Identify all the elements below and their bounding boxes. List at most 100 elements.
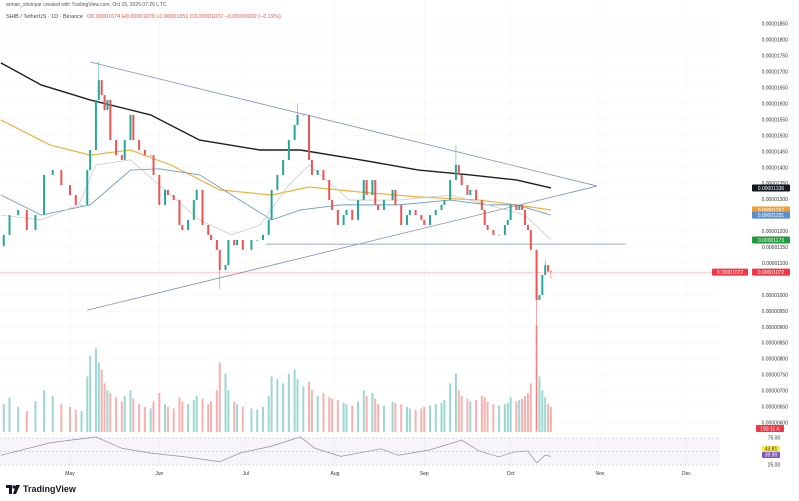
volume-bar [342, 402, 345, 432]
volume-bar [377, 404, 380, 432]
volume-bar [158, 393, 161, 432]
volume-bar [2, 404, 5, 432]
volume-bar [365, 395, 368, 432]
candle [391, 189, 394, 201]
candle [224, 265, 227, 270]
volume-bar [374, 398, 377, 432]
candle [172, 194, 175, 201]
price-axis-label: 0.00000800 [762, 357, 789, 363]
candle [215, 239, 218, 250]
time-axis-label: Sep [420, 471, 429, 477]
volume-bar [515, 401, 518, 432]
candle [400, 204, 403, 225]
candle [210, 234, 213, 240]
candle [60, 170, 63, 186]
candle [469, 189, 472, 195]
volume-bar [371, 393, 374, 432]
candle [414, 209, 417, 216]
price-axis-label: 0.00001000 [762, 293, 789, 299]
candle [34, 215, 37, 231]
trendline [90, 61, 598, 187]
price-axis-label: 0.00001500 [762, 133, 789, 139]
rsi-badge-bg [762, 446, 780, 452]
volume-bar [97, 362, 100, 432]
volume-bar [192, 400, 195, 432]
volume-bar [322, 393, 325, 432]
volume-bar [293, 369, 296, 432]
volume-bar [509, 397, 512, 432]
candle [515, 204, 518, 210]
candle [377, 204, 380, 210]
tradingview-logo-text: TradingView [23, 484, 76, 494]
candle [120, 155, 123, 160]
ma-200-line [0, 62, 552, 189]
volume-bar [454, 373, 457, 432]
time-axis-label: Dec [682, 471, 691, 477]
candle [276, 174, 279, 190]
candle [526, 224, 529, 231]
candle [270, 189, 273, 220]
symbol-name[interactable]: SHIB / TetherUS · 1D · Binance [6, 14, 83, 20]
candle [43, 174, 46, 216]
price-axis-label: 0.00000750 [762, 373, 789, 379]
candle [302, 114, 305, 116]
candle [181, 224, 184, 231]
volume-bar [25, 411, 28, 432]
candle [94, 99, 97, 151]
volume-bar [443, 400, 446, 432]
price-badge-bg [752, 184, 790, 192]
volume-bar [233, 401, 236, 432]
candle [475, 189, 478, 201]
candle [123, 140, 126, 160]
candle [457, 164, 460, 175]
volume-bar [201, 398, 204, 432]
volume-bar [310, 390, 313, 432]
candle [149, 155, 152, 156]
volume-bar [215, 390, 218, 432]
volume-bar [345, 404, 348, 432]
candle [158, 174, 161, 205]
volume-bar [362, 390, 365, 432]
candle [89, 150, 92, 171]
price-badge-label: 0.00001267 [758, 208, 785, 214]
candle [423, 219, 426, 225]
price-axis-label: 0.00000650 [762, 405, 789, 411]
volume-bar [34, 401, 37, 432]
candle [201, 189, 204, 225]
volume-bar [267, 395, 270, 432]
candle [261, 234, 264, 240]
candle [236, 239, 239, 246]
volume-bar [498, 405, 501, 432]
volume-bar [328, 397, 331, 432]
tradingview-logo[interactable]: TradingView [6, 484, 76, 494]
candle [521, 204, 524, 210]
candle [74, 194, 77, 205]
volume-bar [466, 398, 469, 432]
volume-bar [549, 406, 552, 432]
candle [296, 114, 299, 126]
candle [25, 209, 28, 231]
volume-bar [302, 386, 305, 432]
candle [434, 209, 437, 216]
price-axis-label: 0.00001450 [762, 149, 789, 155]
trendline [87, 185, 598, 311]
tradingview-logo-icon [6, 484, 20, 494]
volume-bar [518, 400, 521, 432]
chart-attribution: arman_shirinyar created with TradingView… [6, 2, 167, 8]
candle [538, 295, 541, 300]
rsi-line [0, 436, 552, 464]
volume-bar [457, 390, 460, 432]
volume-bar [109, 393, 112, 432]
volume-badge-label: 180.11 K [760, 426, 780, 432]
volume-bar [282, 383, 285, 432]
volume-bar [89, 355, 92, 432]
candle [8, 215, 11, 235]
volume-bar [408, 408, 411, 432]
volume-bar [120, 401, 123, 432]
volume-bar [224, 373, 227, 432]
volume-bar [357, 401, 359, 432]
price-badge: 0.00001072 [752, 268, 790, 276]
price-badge: 0.00001336 [752, 184, 790, 192]
volume-bar [43, 390, 46, 432]
